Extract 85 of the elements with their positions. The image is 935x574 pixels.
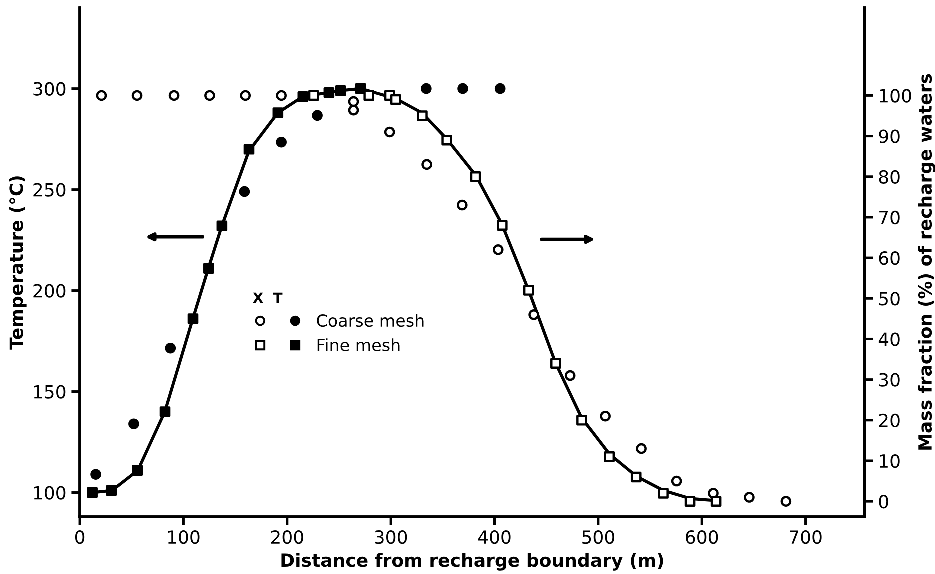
point (422, 159, 432, 170)
point (239, 186, 250, 198)
point (442, 134, 452, 146)
y-axis-title: Temperature (°C) (9, 176, 27, 350)
point (658, 488, 669, 499)
point (600, 410, 611, 422)
y2-tick-label: 30 (879, 373, 900, 387)
point (204, 90, 216, 102)
point (298, 92, 309, 102)
point (564, 370, 576, 382)
x-tick-label: 300 (375, 530, 408, 544)
legend-label: Fine mesh (318, 338, 400, 352)
point (550, 358, 562, 369)
point (684, 496, 696, 507)
point (630, 472, 642, 483)
point (132, 90, 143, 102)
legend-label: Coarse mesh (317, 314, 424, 328)
point (216, 220, 228, 232)
point (276, 136, 287, 148)
point (348, 104, 360, 116)
point (324, 87, 335, 98)
point (417, 110, 428, 122)
point (106, 485, 118, 496)
point (335, 85, 346, 96)
y2-tick-label: 70 (880, 210, 900, 225)
y-tick-label: 250 (34, 183, 66, 197)
point (90, 469, 102, 480)
x-tick-label: 200 (271, 530, 304, 544)
point (128, 418, 140, 430)
y-tick-label: 300 (34, 82, 66, 96)
point (457, 200, 468, 211)
point (384, 126, 396, 138)
x-tick-label: 600 (686, 530, 718, 544)
y2-tick-label: 40 (878, 332, 900, 346)
legend-title: X T (253, 292, 283, 303)
x-tick-label: 700 (790, 530, 822, 544)
x-tick-label: 400 (478, 530, 511, 544)
point (132, 465, 144, 476)
y2-tick-label: 10 (880, 454, 900, 468)
point (744, 492, 755, 503)
point (364, 90, 374, 102)
point (308, 90, 320, 102)
point (421, 83, 432, 94)
point (240, 90, 251, 102)
x-tick-label: 0 (75, 530, 85, 544)
point (470, 171, 482, 182)
point (87, 487, 98, 498)
point (710, 496, 722, 507)
point (188, 314, 199, 324)
x-tick-label: 500 (582, 530, 614, 544)
point (204, 263, 214, 274)
point (780, 496, 792, 507)
point (636, 443, 647, 454)
y2-tick-label: 100 (880, 89, 912, 103)
point (355, 83, 366, 94)
x-tick-label: 100 (168, 530, 200, 544)
point (494, 83, 506, 94)
point (348, 96, 360, 108)
point (604, 452, 616, 462)
y-tick-label: 150 (34, 385, 66, 399)
x-axis-title: Distance from recharge boundary (m) (282, 553, 664, 571)
point (390, 94, 402, 106)
y2-tick-label: 80 (879, 170, 900, 184)
point (276, 90, 287, 102)
point (671, 476, 682, 487)
y2-tick-label: 60 (879, 252, 900, 266)
point (312, 110, 323, 122)
point (528, 309, 540, 320)
point (244, 144, 255, 155)
point (168, 90, 180, 102)
point (497, 220, 508, 231)
y2-tick-label: 90 (879, 130, 900, 144)
y-tick-label: 100 (34, 486, 66, 500)
point (458, 83, 468, 94)
point (96, 90, 108, 102)
point (165, 342, 176, 354)
point (272, 108, 284, 118)
point (576, 415, 588, 426)
point (492, 244, 504, 256)
y2-tick-label: 0 (879, 495, 888, 509)
point (523, 285, 534, 296)
y2-tick-label: 20 (879, 414, 900, 428)
y-tick-label: 200 (34, 284, 66, 298)
y2-tick-label: 50 (879, 292, 900, 306)
point (160, 406, 171, 418)
